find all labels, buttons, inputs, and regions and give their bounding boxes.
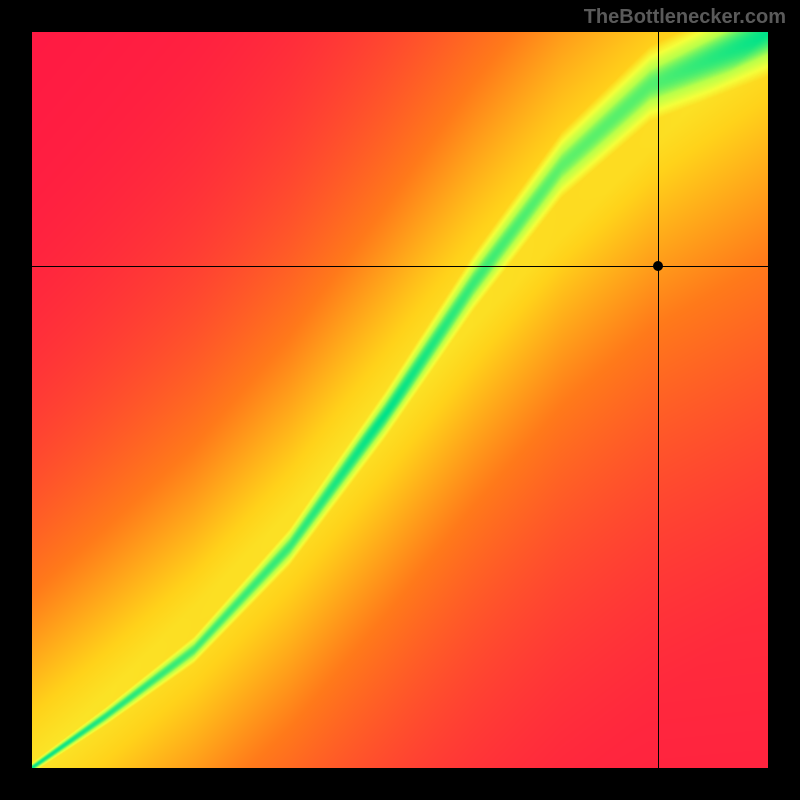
watermark-text: TheBottlenecker.com (584, 6, 786, 29)
crosshair-marker (653, 261, 663, 271)
crosshair-vertical (658, 32, 659, 768)
heatmap-plot (32, 32, 768, 768)
